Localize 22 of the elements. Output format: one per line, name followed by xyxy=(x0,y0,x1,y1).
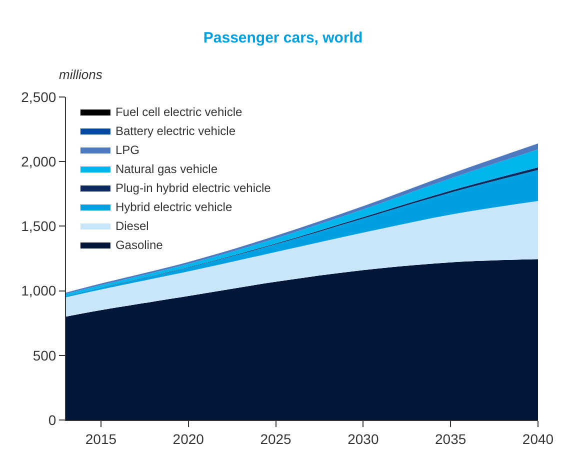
y-tick-label: 2,500 xyxy=(21,88,56,105)
y-axis-title: millions xyxy=(59,67,103,82)
x-tick-label: 2015 xyxy=(85,430,117,447)
y-tick-label: 500 xyxy=(32,347,56,364)
x-tick-label: 2030 xyxy=(348,430,379,447)
y-tick-label: 2,000 xyxy=(21,154,56,170)
legend-label: Fuel cell electric vehicle xyxy=(115,105,242,120)
legend-label: Battery electric vehicle xyxy=(115,124,236,138)
y-tick-label: 0 xyxy=(48,412,56,428)
x-tick-label: 2035 xyxy=(435,430,466,447)
legend-label: Plug-in hybrid electric vehicle xyxy=(115,181,272,196)
chart-title: Passenger cars, world xyxy=(203,30,363,47)
x-tick-label: 2020 xyxy=(172,430,204,447)
y-tick-label: 1,000 xyxy=(21,282,56,299)
legend-label: LPG xyxy=(115,143,140,158)
x-tick-label: 2040 xyxy=(522,430,554,447)
x-tick-label: 2025 xyxy=(260,430,292,447)
y-tick-label: 1,500 xyxy=(21,218,56,234)
legend-label: Gasoline xyxy=(115,238,164,252)
legend-label: Hybrid electric vehicle xyxy=(115,200,232,214)
legend-label: Natural gas vehicle xyxy=(115,162,218,176)
legend-label: Diesel xyxy=(115,219,149,234)
